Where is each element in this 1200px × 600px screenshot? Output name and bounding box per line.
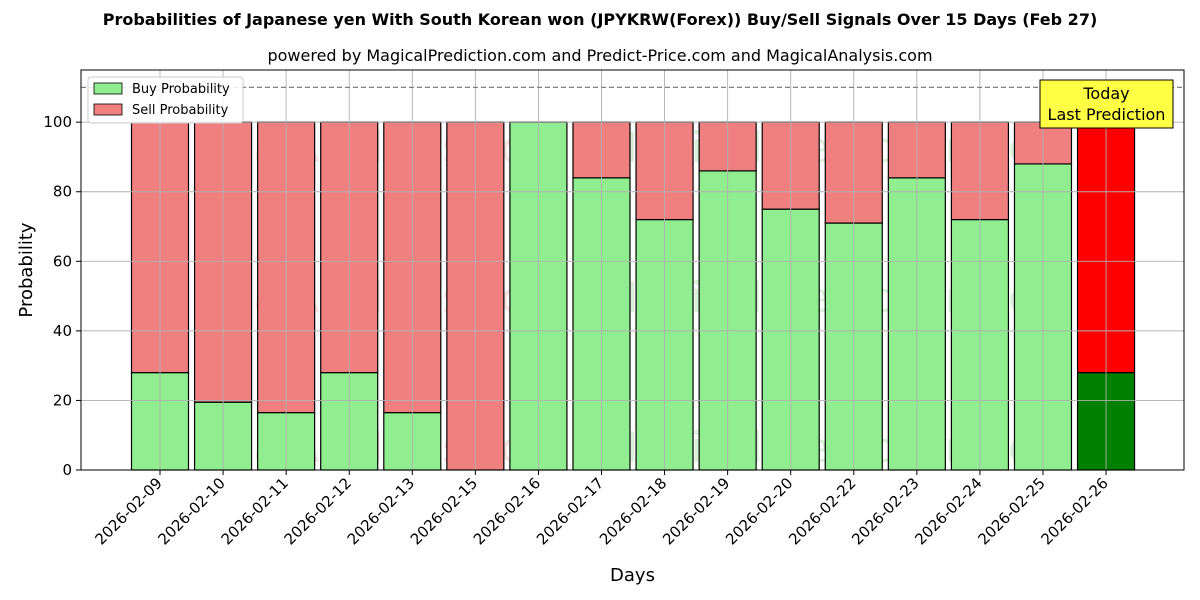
y-tick-label: 40 xyxy=(53,322,72,340)
x-tick-label: 2026-02-12 xyxy=(281,474,355,548)
x-axis: 2026-02-092026-02-102026-02-112026-02-12… xyxy=(91,470,1112,548)
annotation-box xyxy=(1039,79,1174,129)
x-tick-label: 2026-02-22 xyxy=(785,474,859,548)
y-axis-label: Probability xyxy=(16,222,37,317)
legend-label: Buy Probability xyxy=(132,82,230,97)
chart-subtitle: powered by MagicalPrediction.com and Pre… xyxy=(267,46,933,65)
chart-title: Probabilities of Japanese yen With South… xyxy=(102,10,1098,29)
x-axis-label: Days xyxy=(610,565,655,586)
y-axis: 0 20 40 60 80 100 xyxy=(43,113,81,479)
x-tick-label: 2026-02-19 xyxy=(659,474,733,548)
x-tick-label: 2026-02-09 xyxy=(91,474,165,548)
y-tick-label: 0 xyxy=(62,461,72,479)
y-tick-label: 20 xyxy=(53,391,72,409)
x-tick-label: 2026-02-26 xyxy=(1037,474,1111,548)
annotation-line1: Today xyxy=(1082,84,1129,103)
x-tick-label: 2026-02-11 xyxy=(218,474,292,548)
plot-frame xyxy=(80,69,1185,471)
x-tick-label: 2026-02-13 xyxy=(344,474,418,548)
x-tick-label: 2026-02-10 xyxy=(155,474,229,548)
annotation-line2: Last Prediction xyxy=(1048,105,1166,124)
y-tick-label: 100 xyxy=(43,113,72,131)
legend-swatch xyxy=(93,103,123,116)
y-tick-label: 60 xyxy=(53,252,72,270)
x-tick-label: 2026-02-17 xyxy=(533,474,607,548)
today-annotation: Today Last Prediction xyxy=(1039,79,1174,129)
legend-box xyxy=(87,76,244,124)
x-tick-label: 2026-02-24 xyxy=(911,474,985,548)
x-tick-label: 2026-02-20 xyxy=(722,474,796,548)
x-tick-label: 2026-02-25 xyxy=(974,474,1048,548)
legend: Buy Probability Sell Probability xyxy=(87,76,244,124)
x-tick-label: 2026-02-18 xyxy=(596,474,670,548)
x-tick-label: 2026-02-15 xyxy=(407,474,481,548)
legend-label: Sell Probability xyxy=(132,103,229,118)
legend-swatch xyxy=(93,82,123,95)
y-tick-label: 80 xyxy=(53,183,72,201)
x-tick-label: 2026-02-16 xyxy=(470,474,544,548)
x-tick-label: 2026-02-23 xyxy=(848,474,922,548)
